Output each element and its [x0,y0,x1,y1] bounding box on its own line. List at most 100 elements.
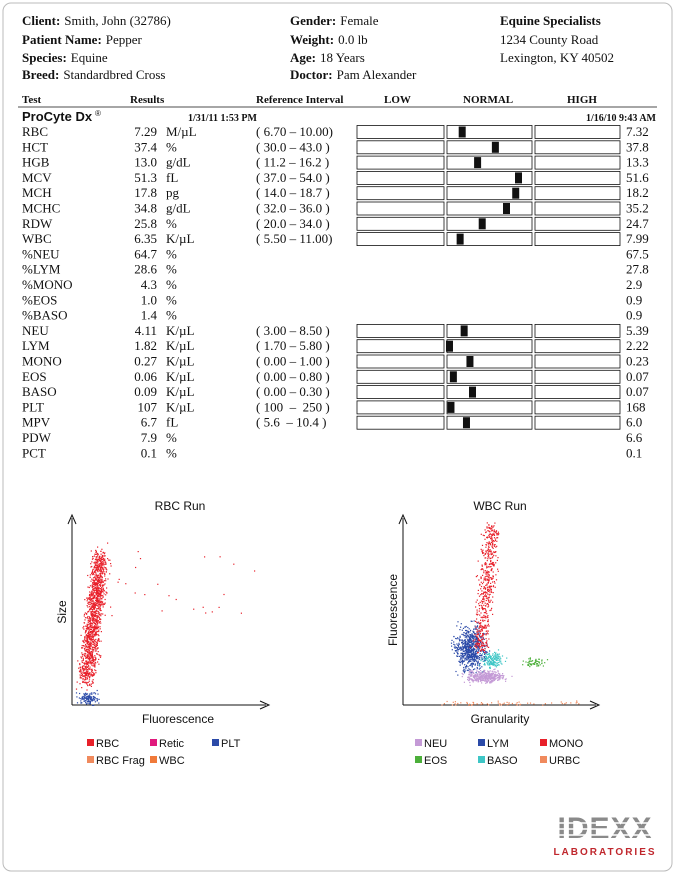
range-box [356,155,445,170]
dot [481,636,483,638]
dot [86,662,88,664]
test-name: MCH [22,185,52,200]
dot [88,659,91,661]
reference-interval: ( 6.70 – 10.00) [256,124,333,139]
range-box [356,201,445,216]
dot [487,630,489,632]
dot [90,612,92,614]
dot [484,624,486,626]
dot [89,645,91,647]
dot [494,531,496,533]
dot [487,555,490,557]
dot [482,568,484,570]
dot [101,604,103,606]
dot [92,635,94,637]
dot [469,636,471,638]
dot [477,650,479,652]
dot [459,661,461,663]
dot [480,672,482,674]
dot [476,633,478,635]
dot [481,679,483,681]
dot [493,551,495,553]
test-unit: K/µL [166,323,194,338]
dot [499,703,501,705]
dot [97,610,99,612]
dot [88,632,90,634]
dot [490,656,492,658]
dot [491,670,493,672]
dot [85,665,88,667]
dot [481,630,483,632]
result-marker [460,325,468,337]
dot [484,678,486,681]
dot [95,613,97,615]
dot [103,568,105,570]
dot [481,590,483,592]
dot [485,551,487,553]
range-box [446,415,533,430]
dot [95,579,97,581]
dot [96,612,98,614]
dot [100,592,102,594]
result-marker [458,126,466,138]
dot [485,676,487,678]
dot [90,625,92,627]
dot [492,673,494,675]
dot [478,595,481,597]
dot [462,634,464,636]
dot [95,559,97,561]
dot [483,599,485,601]
dot [495,673,497,675]
dot [494,675,496,677]
dot [479,662,481,665]
dot [481,550,483,552]
dot [493,533,495,536]
field-value: 0.0 lb [338,32,368,47]
dot [92,603,94,605]
reference-interval: ( 20.0 – 34.0 ) [256,216,330,231]
dot [94,697,96,699]
dot [480,648,482,650]
dot [476,642,478,644]
dot [487,551,489,553]
dot [93,566,95,569]
dot [90,627,93,629]
dot [83,697,85,699]
dot [104,598,106,601]
dot [484,660,486,662]
dot [93,596,95,598]
dot [481,627,483,629]
dot [467,640,469,643]
dot [475,637,477,639]
dot [482,634,484,636]
test-result: 4.3 [141,277,157,292]
dot [481,564,483,566]
dot [467,669,469,672]
dot [470,634,472,636]
dot [474,668,476,670]
dot [79,664,81,666]
dot [100,565,102,567]
dot [499,704,501,706]
wbc-axes [398,513,601,710]
dot [92,641,94,643]
dot [506,704,508,706]
range-box [356,339,445,354]
dot [86,669,88,671]
dot [576,701,578,703]
dot [456,625,458,627]
dot [89,609,91,611]
dot [476,649,478,651]
dot [84,678,87,680]
dot [490,551,492,553]
dot [490,585,493,588]
dot [489,672,491,674]
dot [459,655,461,657]
dot [471,649,473,651]
dot [92,671,94,674]
dot [471,643,473,645]
dot [94,648,96,650]
dot [491,540,493,542]
dot [485,658,487,660]
dot [89,641,91,643]
